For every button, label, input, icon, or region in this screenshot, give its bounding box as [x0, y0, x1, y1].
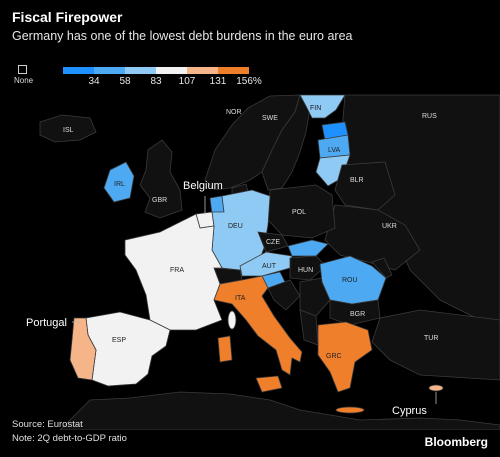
legend-none-swatch	[18, 65, 27, 74]
country-swe	[261, 94, 311, 191]
label-blr: BLR	[350, 177, 364, 184]
callout-belgium: Belgium	[183, 180, 223, 192]
callout-portugal: Portugal	[26, 317, 67, 329]
country-ita-sicily	[255, 375, 283, 393]
country-isl	[39, 114, 97, 143]
country-pol	[267, 184, 336, 239]
country-blr	[334, 161, 396, 211]
country-gbr	[139, 139, 183, 219]
chart-title: Fiscal Firepower	[12, 9, 123, 25]
footer-source: Source: Eurostat	[12, 419, 83, 430]
country-irl	[103, 161, 135, 203]
country-alb	[299, 309, 319, 346]
country-svk	[287, 239, 329, 257]
country-mda	[371, 257, 393, 279]
country-cyp	[428, 384, 444, 392]
legend-swatch-6	[218, 67, 249, 74]
bloomberg-logo: Bloomberg	[424, 435, 488, 449]
label-lva: LVA	[328, 147, 341, 154]
country-ita-sardinia	[217, 335, 233, 363]
legend-swatch-3	[125, 67, 156, 74]
country-prt	[69, 317, 97, 381]
label-ukr: UKR	[382, 223, 397, 230]
country-grc	[317, 321, 373, 393]
legend-swatch-5	[187, 67, 218, 74]
label-nor: NOR	[226, 109, 242, 116]
legend-tick-83: 83	[150, 76, 162, 87]
legend-swatch-1	[63, 67, 94, 74]
label-bgr: BGR	[350, 311, 365, 318]
label-rus: RUS	[422, 113, 437, 120]
legend-tick-156: 156%	[236, 76, 262, 87]
country-hun	[289, 255, 327, 281]
label-fra: FRA	[170, 267, 184, 274]
country-nld	[209, 195, 225, 215]
country-fra-corsica	[227, 310, 237, 330]
country-srb	[299, 277, 331, 317]
country-grc-crete	[335, 406, 365, 414]
chart-subtitle: Germany has one of the lowest debt burde…	[12, 29, 353, 43]
legend-none-label: None	[14, 76, 34, 85]
legend-swatch-4	[156, 67, 187, 74]
legend-tick-131: 131	[209, 76, 227, 87]
label-swe: SWE	[262, 115, 278, 122]
legend-color-bar	[63, 67, 249, 74]
legend-tick-58: 58	[119, 76, 131, 87]
country-hrv	[267, 279, 301, 311]
country-ita	[213, 275, 303, 376]
country-fin	[299, 94, 346, 119]
landmass-north-africa	[59, 391, 500, 430]
label-hun: HUN	[298, 267, 313, 274]
label-tur: TUR	[424, 335, 438, 342]
label-gbr: GBR	[152, 197, 167, 204]
europe-debt-map: ISL NOR SWE FIN RUS LVA IRL GBR BLR DEU …	[26, 94, 500, 430]
label-ita: ITA	[235, 295, 246, 302]
legend-tick-107: 107	[178, 76, 196, 87]
legend-swatch-2	[94, 67, 125, 74]
footer-note: Note: 2Q debt-to-GDP ratio	[12, 433, 127, 444]
label-deu: DEU	[228, 223, 243, 230]
label-esp: ESP	[112, 337, 126, 344]
label-cze: CZE	[266, 239, 280, 246]
country-tur	[371, 309, 500, 381]
label-pol: POL	[292, 209, 306, 216]
callout-cyprus: Cyprus	[392, 405, 427, 417]
label-irl: IRL	[114, 181, 125, 188]
legend-tick-34: 34	[88, 76, 100, 87]
label-rou: ROU	[342, 277, 358, 284]
label-grc: GRC	[326, 353, 342, 360]
label-isl: ISL	[63, 127, 74, 134]
label-aut: AUT	[262, 263, 277, 270]
country-ukr	[324, 204, 421, 271]
label-fin: FIN	[310, 105, 321, 112]
